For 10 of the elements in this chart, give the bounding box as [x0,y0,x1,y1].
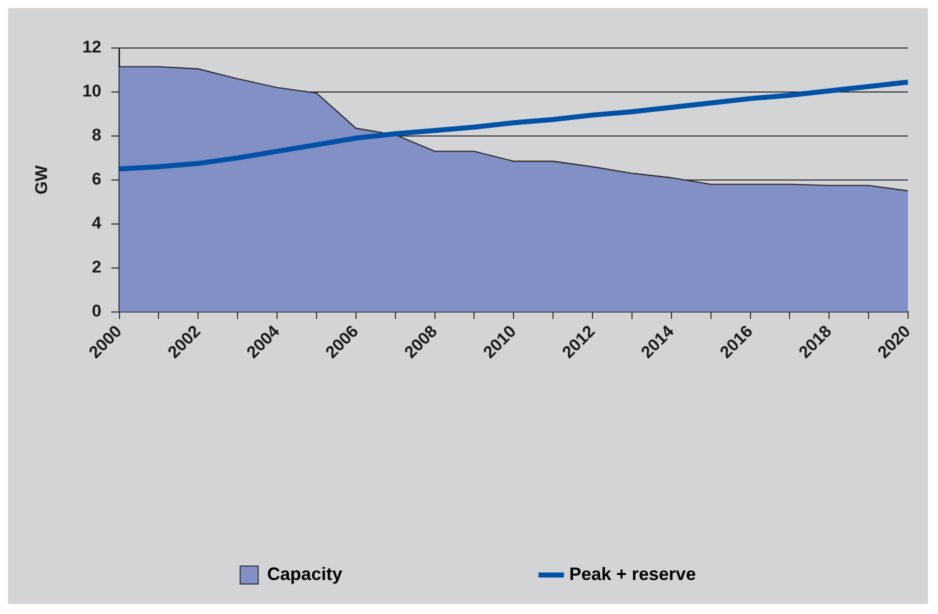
legend-label: Capacity [267,564,342,584]
legend-label: Peak + reserve [569,564,696,584]
y-tick-label: 0 [92,302,102,321]
y-tick-label: 6 [92,170,102,189]
y-tick-label: 12 [82,38,102,57]
y-tick-label: 2 [92,258,102,277]
y-tick-label: 4 [92,214,102,233]
y-tick-label: 10 [82,82,102,101]
y-tick-label: 8 [92,126,102,145]
y-axis-title: GW [32,164,51,195]
